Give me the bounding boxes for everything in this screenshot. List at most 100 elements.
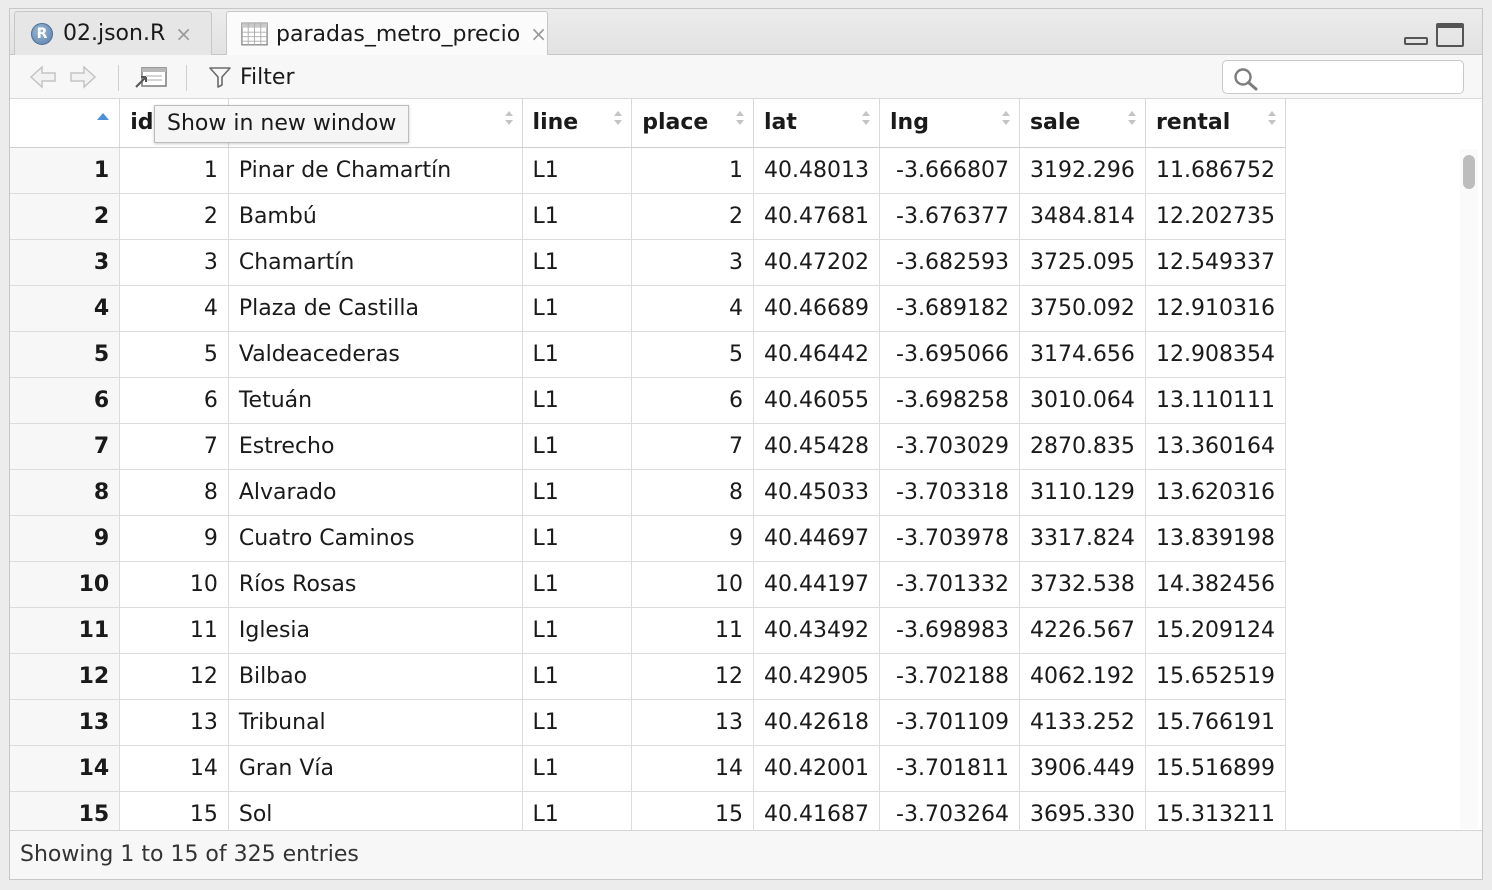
cell-rental: 15.766191	[1145, 699, 1286, 746]
cell-id: 7	[119, 423, 229, 470]
sort-arrows-icon	[614, 111, 623, 125]
cell-place: 14	[631, 745, 755, 792]
cell-place: 15	[631, 791, 755, 830]
cell-sale: 2870.835	[1019, 423, 1146, 470]
table-row[interactable]: 10 10 Ríos Rosas L1 10 40.44197 -3.701332 3732.…	[10, 561, 1286, 608]
cell-rownum: 2	[10, 193, 121, 240]
cell-rental: 13.839198	[1145, 515, 1286, 562]
cell-lng: -3.698258	[879, 377, 1020, 424]
cell-name: Valdeacederas	[228, 331, 523, 378]
cell-name: Pinar de Chamartín	[228, 147, 523, 194]
sort-arrows-icon	[1001, 111, 1010, 125]
cell-line: L1	[522, 239, 633, 286]
cell-place: 8	[631, 469, 755, 516]
cell-lat: 40.44197	[753, 561, 880, 608]
table-row[interactable]: 3 3 Chamartín L1 3 40.47202 -3.682593 3725.095 1…	[10, 239, 1286, 286]
cell-rental: 15.209124	[1145, 607, 1286, 654]
forward-arrow-icon[interactable]	[68, 65, 98, 89]
close-tab-icon[interactable]: ×	[175, 21, 193, 46]
table-row[interactable]: 15 15 Sol L1 15 40.41687 -3.703264 3695.330 15.3…	[10, 791, 1286, 830]
column-header-place[interactable]: place	[631, 99, 755, 148]
table-row[interactable]: 2 2 Bambú L1 2 40.47681 -3.676377 3484.814 12.20…	[10, 193, 1286, 240]
table-row[interactable]: 8 8 Alvarado L1 8 40.45033 -3.703318 3110.129 13…	[10, 469, 1286, 516]
cell-rental: 12.910316	[1145, 285, 1286, 332]
toolbar-divider	[186, 65, 187, 91]
cell-sale: 3010.064	[1019, 377, 1146, 424]
cell-rental: 11.686752	[1145, 147, 1286, 194]
cell-line: L1	[522, 699, 633, 746]
cell-id: 8	[119, 469, 229, 516]
cell-place: 6	[631, 377, 755, 424]
cell-name: Ríos Rosas	[228, 561, 523, 608]
cell-place: 2	[631, 193, 755, 240]
r-script-icon: R	[31, 22, 53, 45]
table-row[interactable]: 14 14 Gran Vía L1 14 40.42001 -3.701811 3906.44…	[10, 745, 1286, 792]
cell-sale: 3110.129	[1019, 469, 1146, 516]
table-row[interactable]: 9 9 Cuatro Caminos L1 9 40.44697 -3.703978 3317…	[10, 515, 1286, 562]
cell-id: 6	[119, 377, 229, 424]
cell-place: 13	[631, 699, 755, 746]
cell-sale: 3174.656	[1019, 331, 1146, 378]
table-row[interactable]: 5 5 Valdeacederas L1 5 40.46442 -3.695066 3174.…	[10, 331, 1286, 378]
show-in-new-window-icon[interactable]	[134, 65, 168, 91]
cell-lat: 40.42001	[753, 745, 880, 792]
cell-rownum: 1	[10, 147, 121, 194]
close-tab-icon[interactable]: ×	[530, 22, 547, 46]
cell-lat: 40.46442	[753, 331, 880, 378]
table-row[interactable]: 13 13 Tribunal L1 13 40.42618 -3.701109 4133.25…	[10, 699, 1286, 746]
cell-sale: 4133.252	[1019, 699, 1146, 746]
sort-arrows-icon	[862, 111, 870, 125]
column-header-lng[interactable]: lng	[879, 99, 1020, 148]
status-bar: Showing 1 to 15 of 325 entries	[10, 830, 1482, 879]
cell-lng: -3.703318	[879, 469, 1020, 516]
scrollbar-thumb[interactable]	[1463, 155, 1475, 189]
table-row[interactable]: 12 12 Bilbao L1 12 40.42905 -3.702188 4062.192 1…	[10, 653, 1286, 700]
table-row[interactable]: 6 6 Tetuán L1 6 40.46055 -3.698258 3010.064 13.1…	[10, 377, 1286, 424]
cell-name: Tetuán	[228, 377, 523, 424]
cell-place: 1	[631, 147, 755, 194]
cell-sale: 4226.567	[1019, 607, 1146, 654]
toolbar: Filter	[10, 55, 1482, 99]
back-arrow-icon[interactable]	[28, 65, 58, 89]
cell-rownum: 9	[10, 515, 121, 562]
cell-rownum: 8	[10, 469, 121, 516]
cell-rownum: 10	[10, 561, 121, 608]
table-row[interactable]: 7 7 Estrecho L1 7 40.45428 -3.703029 2870.835 13…	[10, 423, 1286, 470]
cell-line: L1	[522, 147, 633, 194]
cell-line: L1	[522, 469, 633, 516]
cell-lng: -3.676377	[879, 193, 1020, 240]
cell-name: Chamartín	[228, 239, 523, 286]
cell-rownum: 15	[10, 791, 121, 830]
cell-lng: -3.701109	[879, 699, 1020, 746]
maximize-pane-icon[interactable]	[1436, 23, 1464, 47]
cell-rownum: 11	[10, 607, 121, 654]
tooltip-show-in-new-window: Show in new window	[154, 105, 410, 143]
data-table: id name line place lat lng sale rental	[10, 99, 1286, 830]
tab-paradas-metro-precio[interactable]: paradas_metro_precio ×	[226, 11, 548, 56]
cell-sale: 3732.538	[1019, 561, 1146, 608]
table-row[interactable]: 1 1 Pinar de Chamartín L1 1 40.48013 -3.666807…	[10, 147, 1286, 194]
search-input[interactable]	[1222, 60, 1464, 94]
cell-name: Sol	[228, 791, 523, 830]
tab-02-json-r[interactable]: R 02.json.R ×	[14, 11, 212, 55]
cell-sale: 3192.296	[1019, 147, 1146, 194]
cell-rental: 13.110111	[1145, 377, 1286, 424]
cell-sale: 4062.192	[1019, 653, 1146, 700]
cell-lng: -3.682593	[879, 239, 1020, 286]
cell-lat: 40.45428	[753, 423, 880, 470]
cell-sale: 3484.814	[1019, 193, 1146, 240]
column-header-rownames[interactable]	[10, 99, 121, 148]
cell-lat: 40.46689	[753, 285, 880, 332]
minimize-pane-icon[interactable]	[1404, 37, 1428, 45]
column-header-line[interactable]: line	[522, 99, 633, 148]
column-header-rental[interactable]: rental	[1145, 99, 1286, 148]
window-controls	[1404, 23, 1464, 47]
cell-rental: 13.620316	[1145, 469, 1286, 516]
cell-name: Alvarado	[228, 469, 523, 516]
table-row[interactable]: 11 11 Iglesia L1 11 40.43492 -3.698983 4226.567…	[10, 607, 1286, 654]
vertical-scrollbar[interactable]	[1460, 149, 1478, 829]
filter-button[interactable]: Filter	[208, 61, 294, 93]
column-header-lat[interactable]: lat	[753, 99, 880, 148]
table-row[interactable]: 4 4 Plaza de Castilla L1 4 40.46689 -3.689182 3…	[10, 285, 1286, 332]
column-header-sale[interactable]: sale	[1019, 99, 1146, 148]
